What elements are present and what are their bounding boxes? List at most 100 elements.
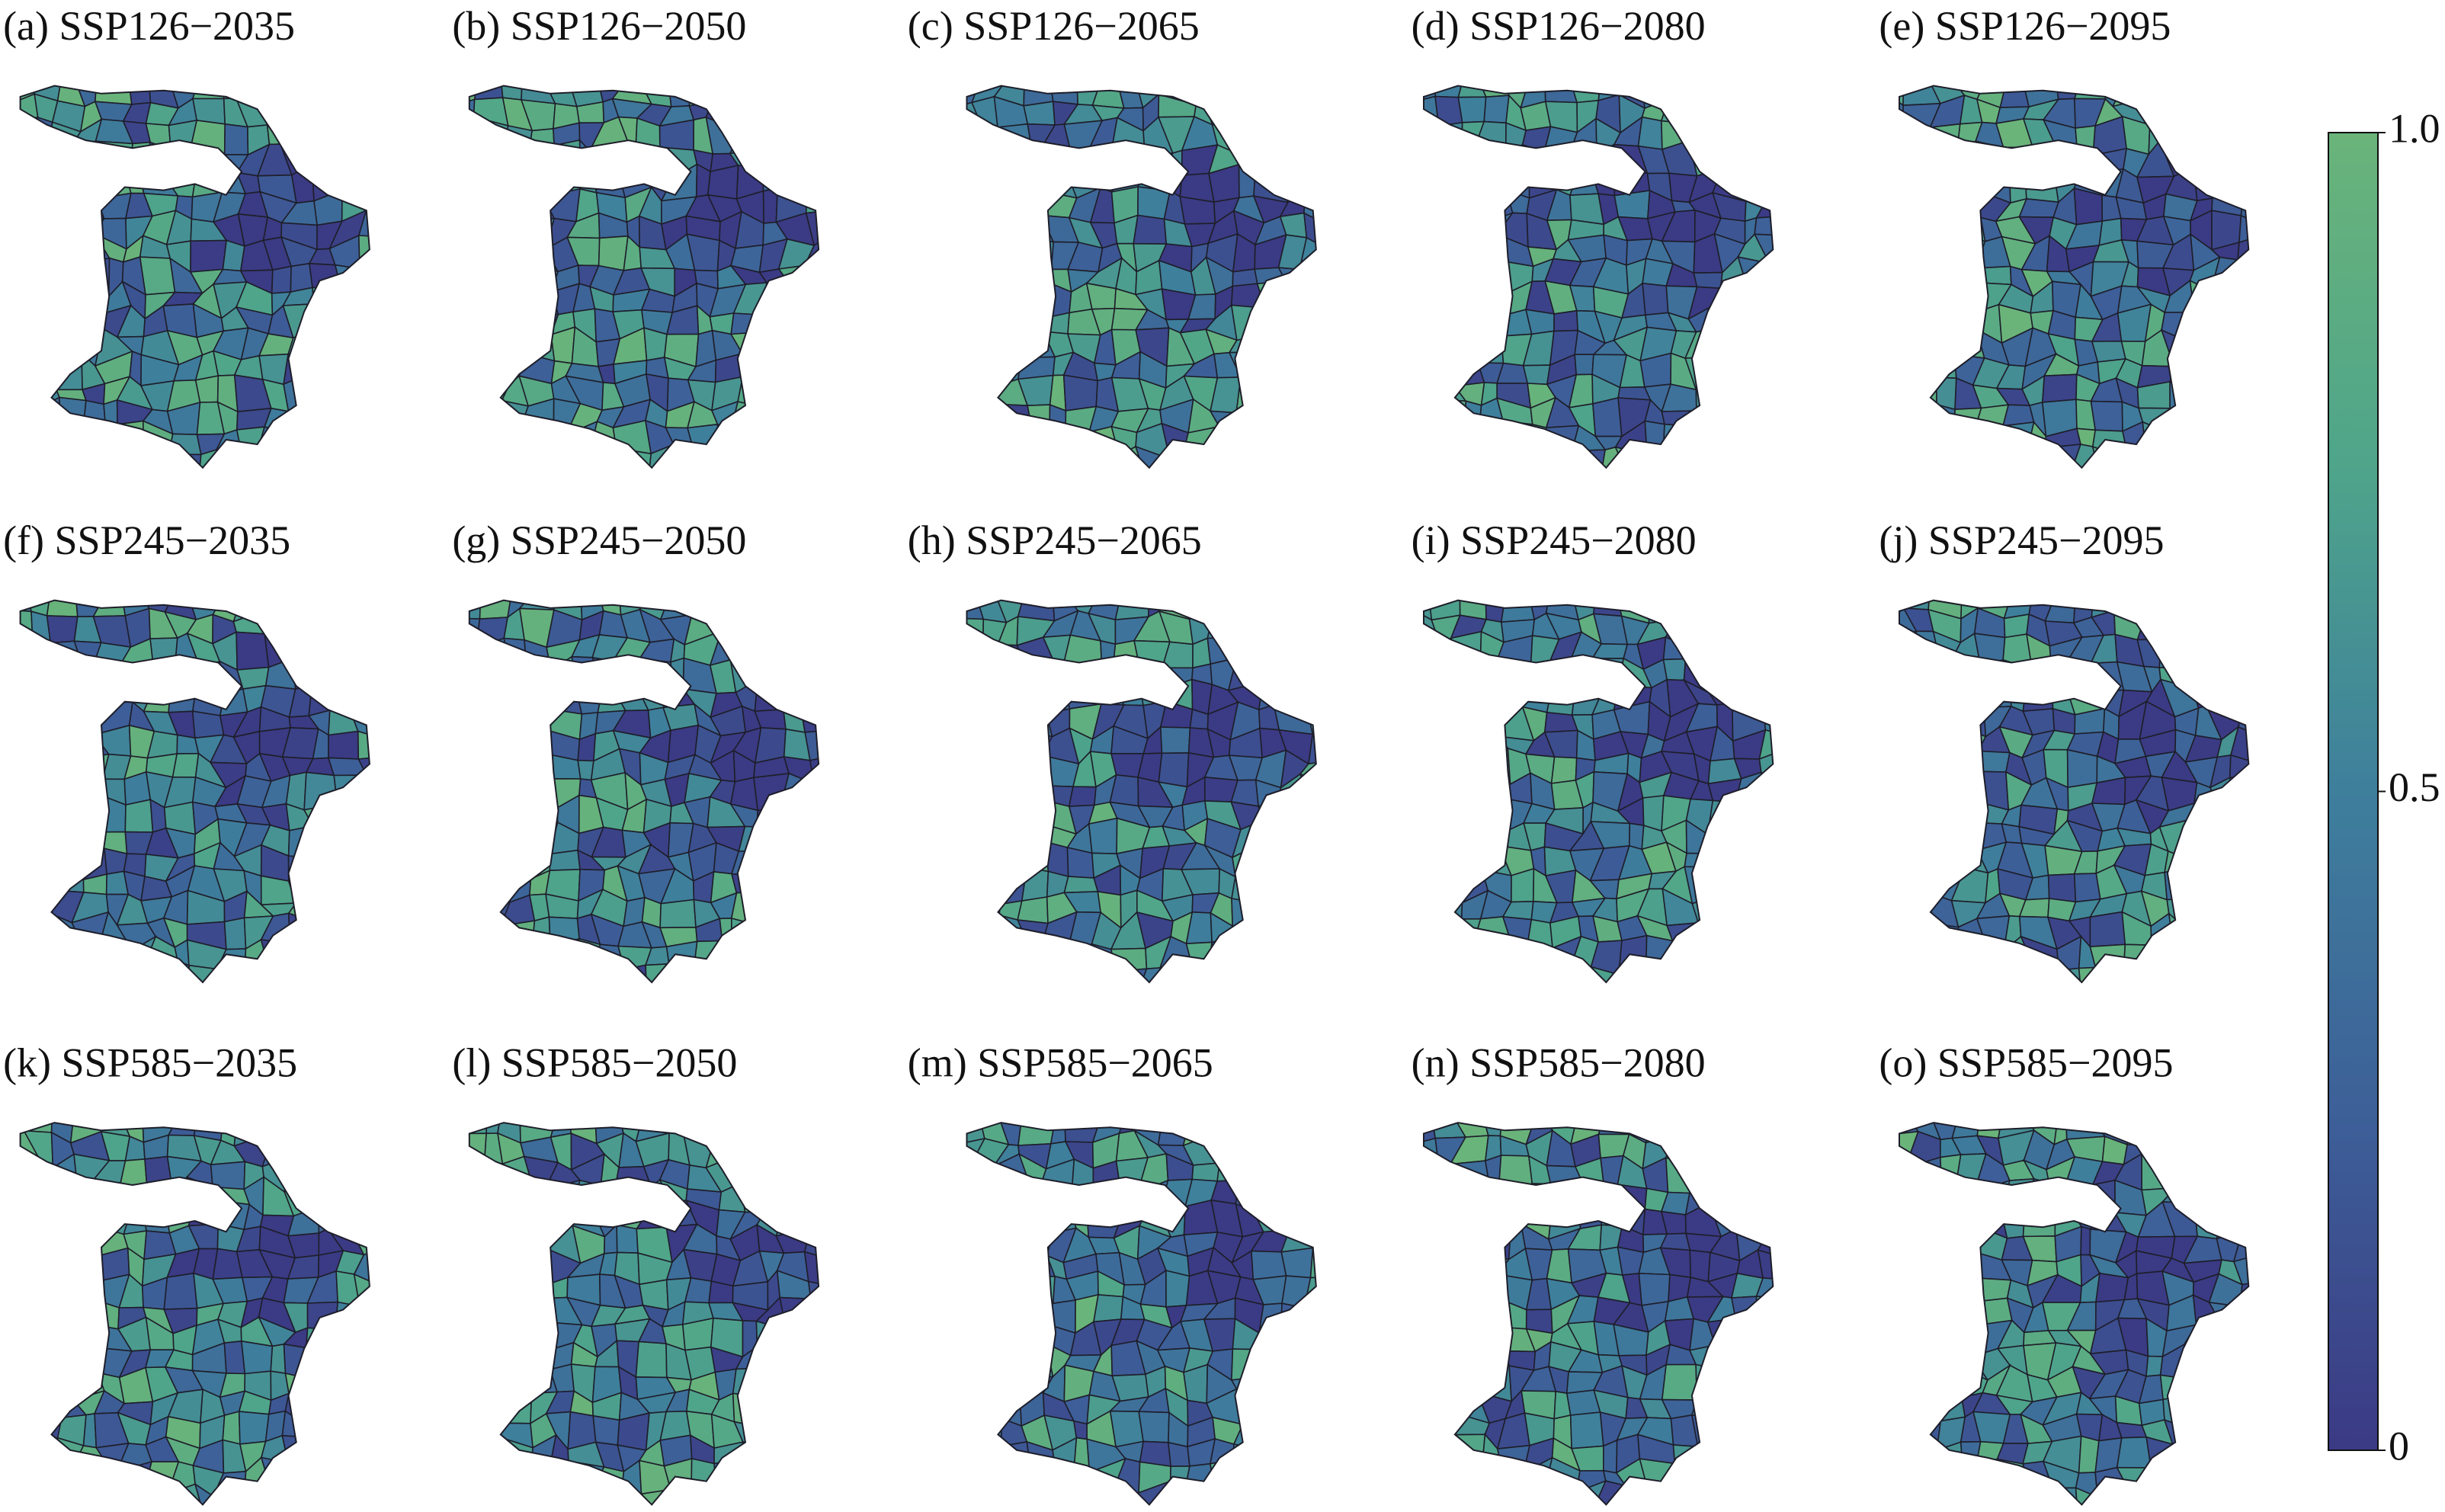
- region: [93, 724, 132, 757]
- region: [754, 608, 788, 640]
- region: [2234, 1414, 2249, 1442]
- region: [1088, 817, 1118, 855]
- region: [528, 128, 555, 149]
- region: [1689, 1123, 1724, 1140]
- region: [2025, 1487, 2054, 1505]
- region: [2185, 85, 2220, 111]
- region: [279, 122, 321, 146]
- region: [1498, 1155, 1533, 1192]
- region: [304, 1437, 332, 1475]
- region: [780, 1374, 809, 1397]
- region: [305, 1368, 336, 1391]
- region: [2238, 915, 2249, 952]
- region: [777, 425, 804, 450]
- region: [1207, 1123, 1243, 1146]
- region: [800, 783, 819, 811]
- region: [783, 678, 807, 710]
- region: [2229, 774, 2249, 811]
- region: [993, 168, 1028, 203]
- region: [542, 187, 581, 223]
- region: [993, 152, 1033, 174]
- region: [1756, 1439, 1774, 1469]
- region: [1424, 1325, 1435, 1356]
- region: [2189, 1461, 2222, 1494]
- region: [1687, 616, 1724, 648]
- region: [808, 117, 819, 146]
- region: [998, 198, 1019, 224]
- map-outline: [19, 85, 370, 469]
- region: [1005, 726, 1026, 763]
- region: [1899, 191, 1914, 218]
- region: [469, 1159, 486, 1182]
- region: [762, 380, 787, 408]
- region: [305, 1347, 342, 1379]
- region: [1479, 655, 1514, 690]
- region: [2136, 619, 2174, 641]
- region: [542, 960, 582, 982]
- region: [1729, 888, 1770, 921]
- region: [25, 729, 55, 766]
- panel-title: (k) SSP585−2035: [3, 1040, 297, 1086]
- region: [2218, 971, 2245, 982]
- region: [803, 600, 819, 623]
- region: [469, 912, 484, 950]
- region: [758, 308, 793, 333]
- region: [1708, 1184, 1738, 1212]
- region: [783, 703, 806, 733]
- region: [55, 338, 82, 354]
- region: [809, 353, 819, 389]
- region: [1899, 281, 1914, 312]
- region: [2080, 1225, 2091, 1256]
- region: [469, 725, 482, 755]
- region: [1530, 1490, 1557, 1505]
- region: [969, 784, 1009, 809]
- region: [805, 210, 819, 247]
- region: [1581, 1181, 1605, 1216]
- region: [2235, 85, 2249, 100]
- region: [971, 95, 998, 128]
- region: [1523, 444, 1552, 468]
- region: [1948, 190, 1982, 227]
- region: [287, 101, 320, 129]
- region: [1761, 1388, 1774, 1418]
- region: [994, 1342, 1024, 1381]
- region: [20, 1340, 32, 1371]
- region: [2097, 1483, 2126, 1505]
- region: [473, 1223, 501, 1260]
- region: [815, 1318, 819, 1357]
- region: [1426, 873, 1463, 904]
- region: [1911, 303, 1932, 344]
- region: [1298, 292, 1316, 318]
- region: [1021, 867, 1049, 902]
- region: [799, 420, 819, 456]
- region: [1755, 373, 1774, 413]
- region: [1016, 783, 1052, 802]
- region: [1254, 1376, 1283, 1405]
- region: [2208, 844, 2233, 870]
- region: [1112, 657, 1140, 684]
- region: [1908, 1419, 1942, 1452]
- region: [1667, 85, 1696, 104]
- region: [977, 1177, 1011, 1211]
- region: [1731, 1296, 1758, 1335]
- region: [171, 752, 200, 778]
- region: [973, 1387, 1002, 1419]
- region: [1738, 941, 1758, 969]
- region: [782, 1344, 817, 1378]
- region: [472, 827, 505, 857]
- region: [1434, 684, 1467, 704]
- region: [1731, 310, 1769, 339]
- region: [2075, 125, 2096, 156]
- region: [1768, 849, 1774, 876]
- region: [1063, 659, 1103, 690]
- region: [1474, 449, 1514, 468]
- region: [1424, 1248, 1437, 1288]
- region: [1473, 147, 1507, 177]
- region: [271, 1123, 294, 1136]
- region: [966, 867, 982, 901]
- region: [520, 654, 555, 690]
- region: [1760, 328, 1774, 368]
- region: [1904, 806, 1940, 832]
- region: [2001, 1200, 2027, 1239]
- region: [46, 1302, 84, 1334]
